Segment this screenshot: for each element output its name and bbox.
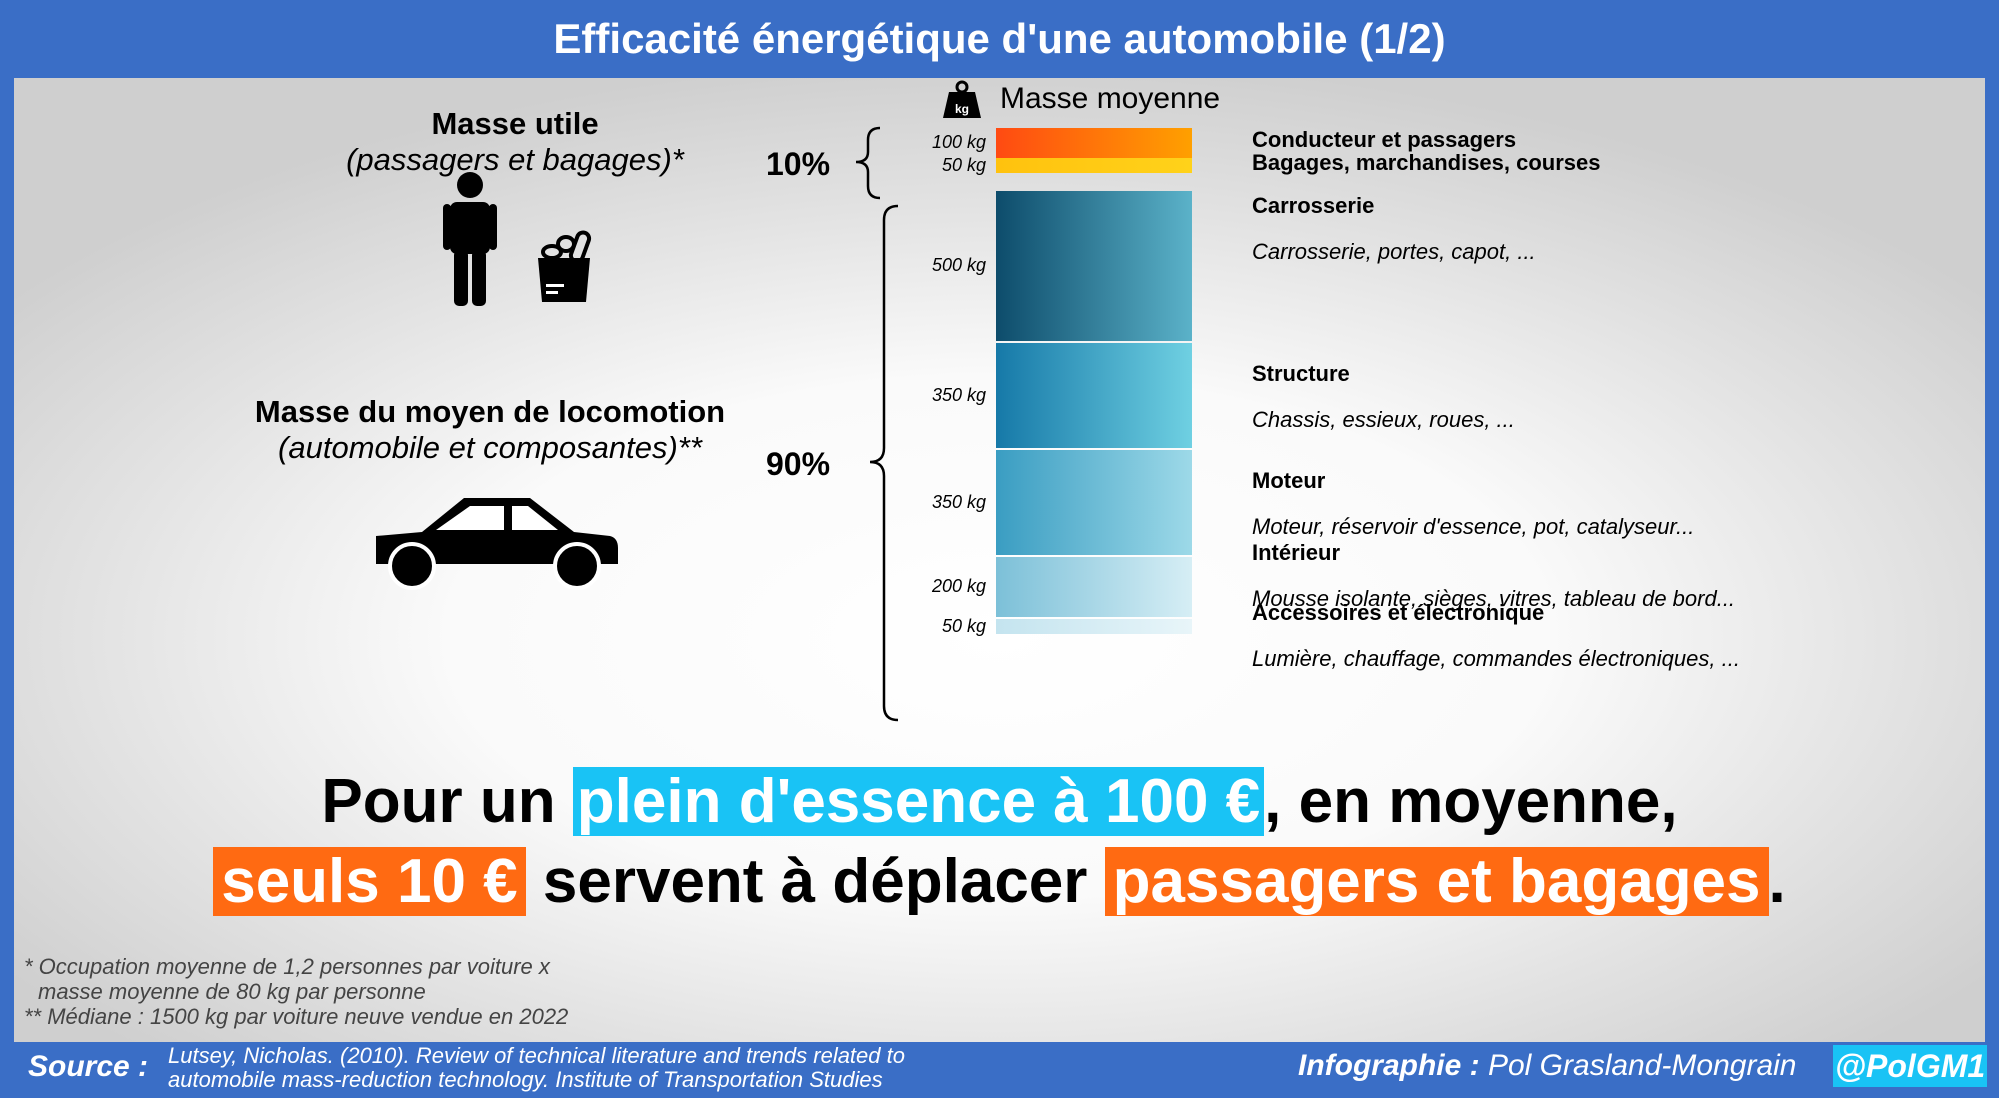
credit-label: Infographie : bbox=[1298, 1049, 1480, 1082]
category-name: Conducteur et passagers bbox=[1252, 127, 1517, 152]
bar-segment bbox=[996, 557, 1192, 617]
value-label: 200 kg bbox=[931, 576, 986, 596]
value-label: 500 kg bbox=[931, 255, 986, 275]
category-description: Carrosserie, portes, capot, ... bbox=[1252, 239, 1536, 264]
headline-text: . bbox=[1768, 847, 1786, 916]
headline-highlight-passengers: passagers et bagages bbox=[1104, 847, 1769, 916]
bracket-group bbox=[855, 126, 899, 722]
value-label: 50 kg bbox=[941, 154, 986, 175]
category-description: Lumière, chauffage, commandes électroniq… bbox=[1252, 645, 1740, 671]
car-icon bbox=[376, 498, 618, 590]
useful-mass-heading: Masse utile bbox=[431, 106, 599, 141]
bar-segment bbox=[996, 343, 1192, 448]
category-name: Bagages, marchandises, courses bbox=[1252, 149, 1601, 175]
category-name: Moteur bbox=[1252, 467, 1326, 493]
brace-10pct bbox=[855, 126, 881, 200]
bar-segment bbox=[996, 158, 1192, 173]
bar-segment bbox=[996, 128, 1192, 158]
headline: Pour un plein d'essence à 100 €, en moye… bbox=[0, 762, 1999, 922]
headline-line1: Pour un plein d'essence à 100 €, en moye… bbox=[0, 762, 1999, 842]
footnote-2: ** Médiane : 1500 kg par voiture neuve v… bbox=[24, 1004, 569, 1029]
bar-segment bbox=[996, 191, 1192, 341]
source-line-1: Lutsey, Nicholas. (2010). Review of tech… bbox=[168, 1043, 905, 1068]
page-title: Efficacité énergétique d'une automobile … bbox=[553, 15, 1446, 62]
brace-90pct bbox=[869, 204, 899, 722]
useful-mass-subheading: (passagers et bagages)* bbox=[346, 142, 684, 177]
category-name: Structure bbox=[1252, 360, 1350, 386]
vehicle-mass-heading: Masse du moyen de locomotion bbox=[254, 394, 726, 429]
category-description: Moteur, réservoir d'essence, pot, cataly… bbox=[1252, 513, 1695, 539]
credit-name: Pol Grasland-Mongrain bbox=[1479, 1049, 1797, 1082]
group-label-90pct: 90% bbox=[766, 446, 831, 482]
footnote-1-line1: * Occupation moyenne de 1,2 personnes pa… bbox=[24, 954, 550, 979]
headline-line2: seuls 10 € servent à déplacer passagers … bbox=[0, 842, 1999, 922]
vehicle-mass-heading-block: Masse du moyen de locomotion (automobile… bbox=[200, 394, 780, 466]
useful-mass-heading-block: Masse utile (passagers et bagages)* bbox=[300, 106, 730, 178]
category-name: Carrosserie bbox=[1252, 193, 1375, 218]
weight-icon: kg bbox=[943, 80, 981, 118]
category-description: Chassis, essieux, roues, ... bbox=[1252, 406, 1515, 432]
credit: Infographie : Pol Grasland-Mongrain bbox=[1298, 1049, 1796, 1083]
twitter-handle[interactable]: @PolGM1 bbox=[1833, 1045, 1987, 1087]
headline-text: , en moyenne, bbox=[1264, 767, 1678, 836]
headline-text: servent à déplacer bbox=[525, 847, 1105, 916]
value-label: 350 kg bbox=[931, 384, 986, 405]
chart-title: Masse moyenne bbox=[1000, 82, 1221, 115]
headline-highlight-10eur: seuls 10 € bbox=[213, 847, 526, 916]
vehicle-mass-subheading: (automobile et composantes)** bbox=[278, 430, 702, 465]
person-icon bbox=[443, 172, 497, 306]
source-label: Source : bbox=[28, 1050, 149, 1083]
svg-text:kg: kg bbox=[955, 102, 969, 116]
headline-highlight-fuel: plein d'essence à 100 € bbox=[572, 767, 1265, 836]
category-description: Mousse isolante, sièges, vitres, tableau… bbox=[1252, 586, 1736, 611]
category-name: Intérieur bbox=[1252, 540, 1341, 565]
headline-text: Pour un bbox=[321, 767, 573, 836]
grocery-bag-icon bbox=[538, 230, 592, 302]
source-line-2: automobile mass-reduction technology. In… bbox=[168, 1067, 883, 1092]
value-label: 350 kg bbox=[931, 491, 986, 512]
group-label-10pct: 10% bbox=[766, 146, 831, 182]
footnote-1-line2: masse moyenne de 80 kg par personne bbox=[38, 979, 426, 1004]
bar-segment bbox=[996, 450, 1192, 555]
bar-segment bbox=[996, 619, 1192, 634]
value-label: 50 kg bbox=[941, 615, 986, 636]
category-name: Accessoires et électronique bbox=[1252, 599, 1545, 625]
source-citation: Lutsey, Nicholas. (2010). Review of tech… bbox=[168, 1044, 905, 1092]
value-label: 100 kg bbox=[931, 132, 986, 152]
